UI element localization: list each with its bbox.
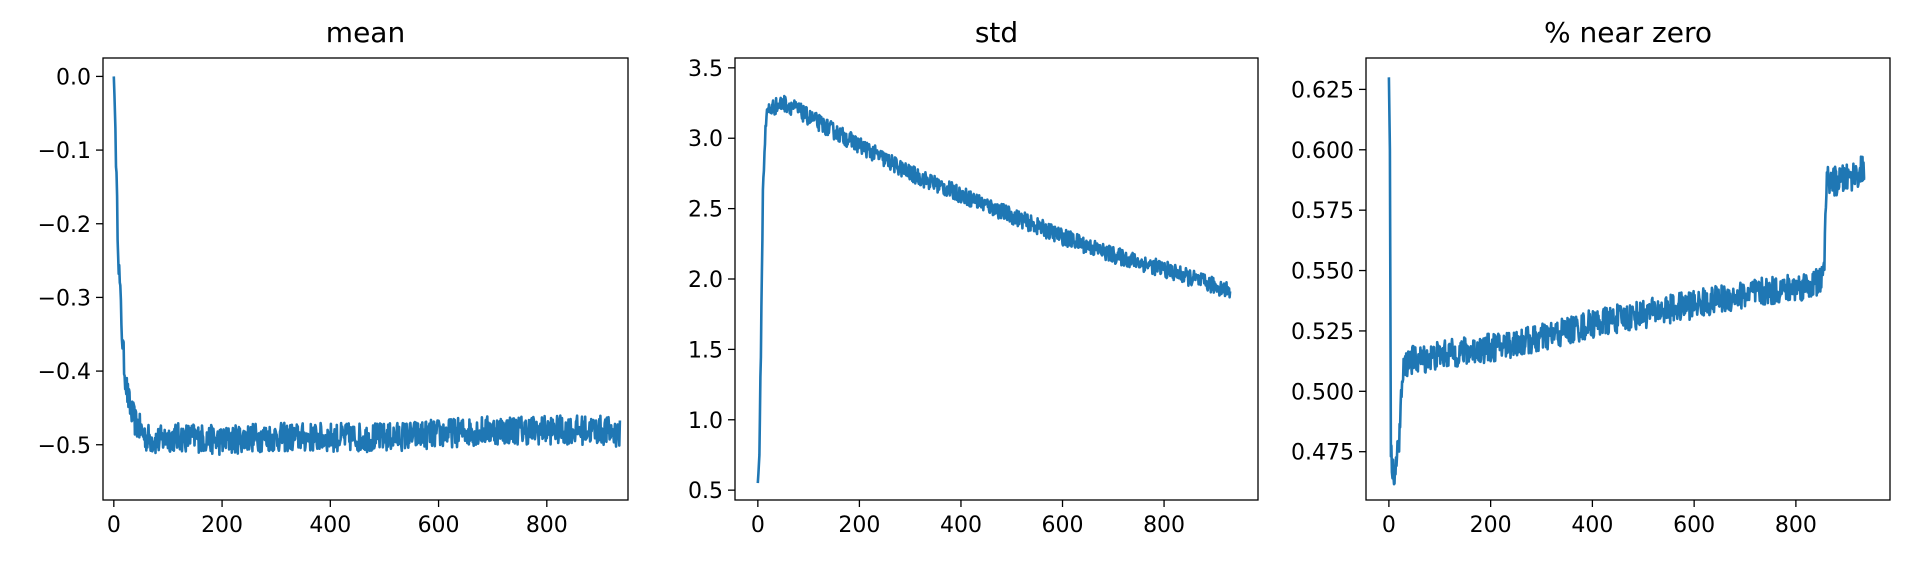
x-tick-label: 400 (1571, 513, 1613, 538)
y-tick-label: 0.525 (1291, 320, 1354, 345)
x-tick-label: 600 (1042, 513, 1084, 538)
x-tick-label: 600 (418, 513, 460, 538)
subplot-std: std 0 200 400 600 800 0.5 1.0 1.5 2.0 2.5 3.0 3.5 (688, 16, 1259, 538)
y-tick-label: −0.2 (38, 213, 91, 238)
series-line (756, 94, 1232, 484)
y-tick-label: 0.575 (1291, 199, 1354, 224)
y-tick-label: 2.0 (688, 268, 723, 293)
axes-frame (1365, 57, 1891, 501)
y-tick-label: 0.475 (1291, 441, 1354, 466)
axes-frame (102, 57, 629, 501)
y-tick-label: −0.3 (38, 286, 91, 311)
x-tick-label: 400 (309, 513, 351, 538)
y-tick-label: 0.5 (688, 479, 723, 504)
x-tick-label: 0 (1382, 513, 1396, 538)
y-tick-label: 0.550 (1291, 260, 1354, 285)
x-tick-label: 400 (940, 513, 982, 538)
x-tick-label: 600 (1673, 513, 1715, 538)
x-tick-label: 200 (1470, 513, 1512, 538)
x-tick-label: 0 (107, 513, 121, 538)
series-line (1387, 77, 1866, 486)
chart-title: std (975, 16, 1018, 49)
y-tick-label: 0.600 (1291, 139, 1354, 164)
y-tick-label: 0.500 (1291, 380, 1354, 405)
y-tick-label: 0.0 (56, 65, 91, 90)
subplot-mean: mean 0 200 400 600 800 0.0 −0.1 −0.2 −0.3 −0.4 −0.… (38, 16, 629, 538)
y-tick-label: 0.625 (1291, 78, 1354, 103)
x-tick-label: 200 (201, 513, 243, 538)
y-tick-label: −0.1 (38, 139, 91, 164)
chart-title: mean (326, 16, 405, 49)
y-tick-label: 2.5 (688, 198, 723, 223)
x-tick-label: 800 (526, 513, 568, 538)
y-tick-label: 3.0 (688, 127, 723, 152)
x-tick-label: 200 (838, 513, 880, 538)
y-tick-label: 1.5 (688, 338, 723, 363)
x-tick-label: 800 (1143, 513, 1185, 538)
x-tick-label: 800 (1775, 513, 1817, 538)
y-tick-label: 1.0 (688, 409, 723, 434)
y-tick-label: −0.4 (38, 360, 91, 385)
series-line (112, 76, 622, 456)
x-tick-label: 0 (751, 513, 765, 538)
y-tick-label: 3.5 (688, 57, 723, 82)
chart-title: % near zero (1544, 16, 1712, 49)
y-tick-label: −0.5 (38, 434, 91, 459)
subplot-near-zero: % near zero 0 200 400 600 800 0.475 0.500 0.525… (1291, 16, 1891, 538)
